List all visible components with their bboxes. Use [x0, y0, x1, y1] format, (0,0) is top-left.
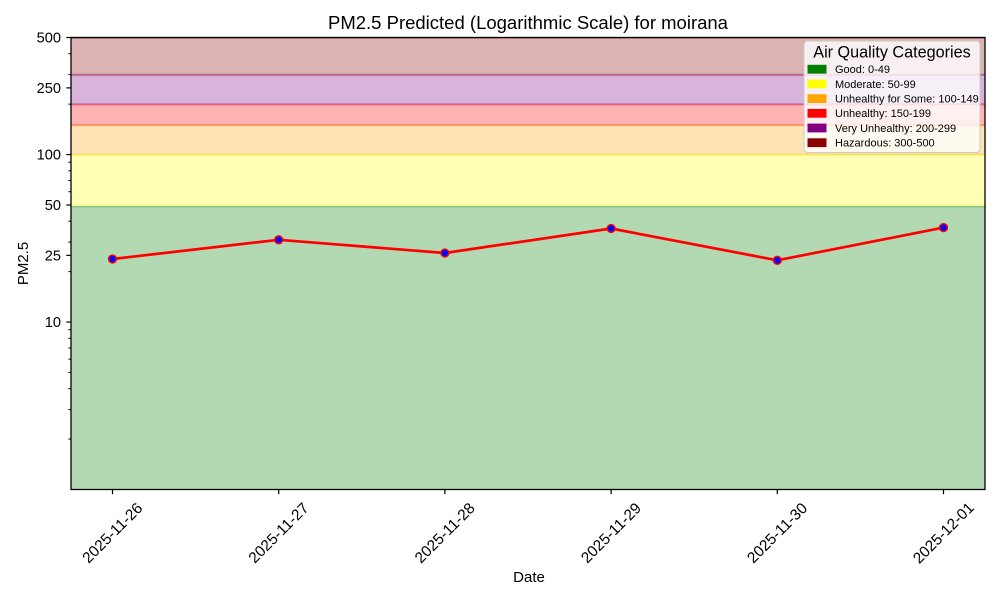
svg-text:100: 100 — [37, 148, 61, 164]
svg-text:500: 500 — [37, 31, 61, 47]
svg-text:Hazardous: 300-500: Hazardous: 300-500 — [835, 138, 935, 150]
svg-text:Date: Date — [513, 569, 545, 586]
svg-text:250: 250 — [37, 81, 61, 97]
svg-text:50: 50 — [45, 198, 61, 214]
svg-text:Very Unhealthy: 200-299: Very Unhealthy: 200-299 — [835, 123, 956, 135]
svg-text:Moderate: 50-99: Moderate: 50-99 — [835, 79, 916, 91]
svg-text:PM2.5 Predicted (Logarithmic S: PM2.5 Predicted (Logarithmic Scale) for … — [328, 12, 729, 33]
svg-text:Good: 0-49: Good: 0-49 — [835, 64, 890, 76]
svg-text:10: 10 — [45, 315, 61, 331]
svg-text:Unhealthy: 150-199: Unhealthy: 150-199 — [835, 108, 931, 120]
svg-text:Air Quality Categories: Air Quality Categories — [813, 44, 970, 62]
svg-text:25: 25 — [45, 248, 61, 264]
svg-text:PM2.5: PM2.5 — [15, 242, 32, 285]
svg-text:Unhealthy for Some: 100-149: Unhealthy for Some: 100-149 — [835, 94, 979, 106]
